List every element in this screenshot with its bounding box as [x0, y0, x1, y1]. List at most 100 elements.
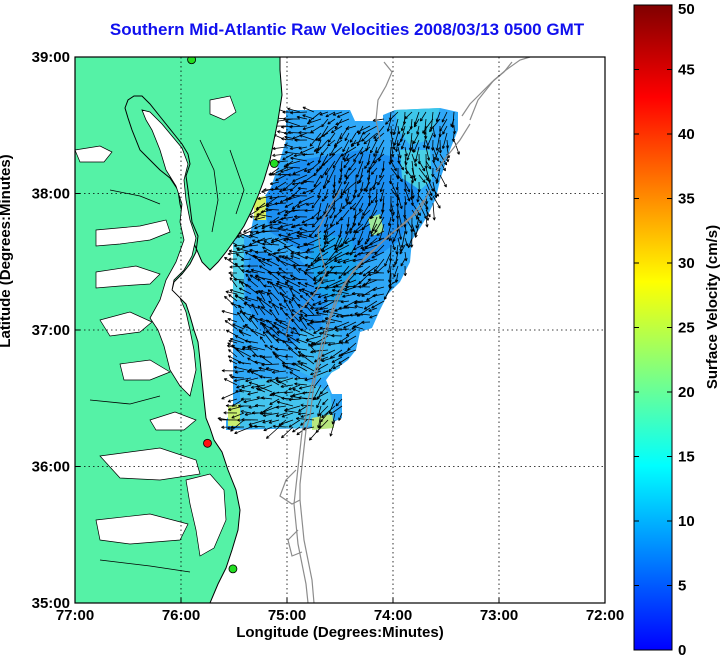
velocity-arrow: [353, 300, 371, 305]
velocity-arrow: [349, 202, 357, 210]
velocity-arrow: [304, 377, 315, 382]
velocity-arrow: [224, 295, 238, 309]
velocity-arrow: [379, 167, 385, 179]
velocity-arrow: [301, 216, 315, 224]
velocity-arrow: [254, 255, 266, 267]
velocity-arrow: [251, 303, 259, 316]
velocity-arrow: [367, 270, 385, 275]
velocity-arrow: [359, 146, 371, 155]
velocity-arrow: [335, 398, 343, 407]
velocity-arrow: [366, 293, 378, 301]
velocity-arrow: [290, 331, 308, 337]
velocity-arrow: [301, 391, 315, 395]
velocity-arrow: [284, 135, 301, 141]
velocity-arrow: [397, 160, 404, 171]
velocity-arrow: [306, 118, 322, 125]
velocity-arrow: [356, 132, 364, 147]
velocity-arrow: [379, 188, 385, 202]
velocity-arrow: [330, 216, 336, 227]
velocity-arrow: [370, 230, 378, 237]
velocity-arrow: [395, 139, 399, 153]
velocity-arrow: [227, 405, 245, 411]
velocity-arrow: [274, 238, 287, 246]
velocity-arrow: [241, 384, 252, 389]
velocity-arrow: [311, 216, 322, 228]
velocity-arrow: [304, 263, 315, 267]
velocity-arrow: [342, 258, 357, 264]
velocity-arrow: [297, 412, 308, 416]
velocity-arrow: [290, 111, 308, 115]
velocity-arrow: [233, 244, 245, 248]
velocity-arrow: [384, 251, 392, 267]
velocity-arrow: [407, 237, 413, 249]
velocity-arrow: [411, 209, 422, 224]
velocity-arrow: [247, 391, 259, 396]
velocity-arrow: [289, 371, 301, 379]
velocity-arrow: [296, 202, 308, 208]
velocity-arrow: [351, 292, 364, 296]
velocity-arrow: [392, 118, 399, 136]
velocity-arrow: [283, 245, 294, 253]
velocity-arrow: [351, 321, 364, 330]
velocity-arrow: [333, 244, 343, 250]
velocity-arrow: [334, 321, 350, 329]
velocity-arrow: [293, 265, 301, 274]
velocity-arrow: [329, 209, 336, 219]
velocity-arrow: [260, 306, 273, 316]
velocity-arrow: [239, 330, 252, 337]
colorbar-tick-label: 15: [678, 449, 695, 466]
velocity-arrow: [249, 317, 259, 330]
velocity-arrow: [239, 310, 252, 323]
radar-stations: [187, 57, 279, 574]
velocity-arrow: [383, 286, 392, 300]
velocity-arrow: [287, 337, 301, 351]
velocity-arrow: [288, 384, 301, 391]
velocity-arrow: [238, 287, 252, 295]
velocity-arrow: [364, 237, 371, 245]
velocity-arrow: [349, 244, 357, 256]
velocity-arrow: [236, 384, 245, 389]
velocity-arrow: [304, 271, 315, 281]
velocity-arrow: [321, 405, 336, 419]
velocity-arrow: [413, 139, 420, 153]
velocity-arrow: [270, 187, 287, 192]
velocity-arrow: [313, 146, 322, 152]
velocity-arrow: [285, 237, 301, 246]
velocity-arrow: [228, 249, 238, 253]
velocity-arrow: [292, 362, 308, 372]
velocity-arrow: [393, 132, 399, 146]
velocity-arrow: [279, 286, 287, 295]
velocity-arrow: [385, 111, 399, 125]
velocity-arrow: [287, 130, 301, 135]
velocity-arrow: [275, 405, 287, 409]
velocity-arrow: [328, 251, 343, 261]
velocity-arrow: [258, 289, 266, 302]
velocity-arrow: [432, 174, 439, 182]
velocity-arrow: [370, 139, 378, 154]
velocity-arrow: [284, 195, 301, 201]
velocity-arrow: [232, 323, 245, 330]
velocity-arrow: [365, 174, 371, 193]
velocity-arrow: [302, 152, 315, 157]
velocity-arrow: [294, 377, 308, 381]
velocity-arrow: [263, 284, 273, 288]
velocity-arrow: [277, 221, 287, 225]
velocity-arrow: [327, 132, 336, 143]
velocity-arrow: [272, 424, 287, 428]
velocity-arrow: [245, 377, 259, 383]
velocity-arrow: [274, 181, 287, 190]
velocity-arrow: [241, 244, 259, 249]
velocity-arrow: [299, 134, 315, 141]
velocity-arrow: [249, 234, 259, 239]
velocity-arrow: [354, 312, 371, 316]
velocity-arrow: [298, 131, 315, 135]
velocity-arrow: [249, 215, 259, 219]
velocity-arrow: [248, 368, 266, 372]
velocity-arrow: [327, 118, 336, 125]
velocity-arrow: [291, 216, 301, 221]
velocity-arrow: [287, 230, 301, 236]
velocity-arrow: [406, 146, 413, 161]
velocity-arrow: [357, 188, 364, 198]
velocity-arrow: [269, 195, 287, 200]
velocity-arrow: [316, 251, 329, 260]
